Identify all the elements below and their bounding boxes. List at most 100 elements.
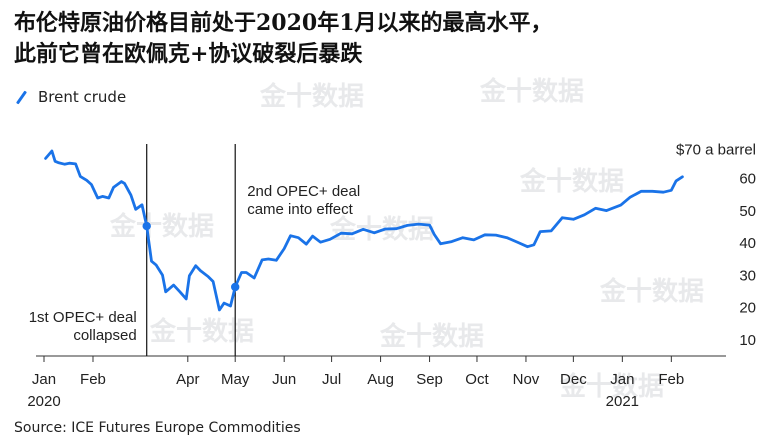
data-point [199, 269, 202, 272]
data-point [155, 264, 157, 266]
data-point [165, 291, 167, 293]
data-point [319, 241, 322, 243]
data-point [289, 235, 292, 237]
data-point [495, 234, 497, 236]
chart-title: 布伦特原油价格目前处于2020年1月以来的最高水平， 此前它曾在欧佩克+协议破裂… [14, 8, 764, 70]
data-point [297, 237, 300, 239]
x-tick-label-jul: Jul [322, 371, 341, 388]
watermark-text: 金十数据 [559, 371, 664, 402]
data-point [245, 271, 247, 274]
x-tick-label-feb: Feb [80, 371, 106, 388]
data-point [212, 280, 214, 283]
x-tick-label-nov: Nov [513, 371, 540, 388]
data-point [79, 175, 81, 178]
chart-title-line-2: 此前它曾在欧佩克+协议破裂后暴跌 [14, 41, 363, 67]
data-point [68, 162, 70, 164]
y-tick-label-20: 20 [739, 300, 756, 317]
data-point [550, 230, 552, 232]
data-point [97, 197, 99, 199]
watermark-text: 金十数据 [599, 276, 704, 307]
data-point [533, 244, 535, 246]
y-axis-unit-label: $70 a barrel [676, 142, 756, 159]
data-point [651, 190, 653, 192]
data-point [484, 234, 486, 236]
watermark-text: 金十数据 [519, 166, 624, 197]
event-label-2-line-1: 2nd OPEC+ deal [247, 183, 360, 200]
data-point [583, 214, 586, 216]
data-point [207, 276, 209, 278]
x-tick-label-jan: Jan [610, 371, 634, 388]
data-point [120, 180, 123, 183]
data-point [373, 232, 375, 234]
data-point [261, 259, 263, 261]
data-point [473, 239, 475, 241]
data-point [86, 179, 88, 181]
data-point [526, 246, 529, 248]
source-note: Source: ICE Futures Europe Commodities [14, 420, 301, 436]
x-tick-label-aug: Aug [367, 371, 394, 388]
data-point [451, 240, 453, 243]
y-tick-label-50: 50 [739, 203, 756, 220]
data-point [75, 163, 77, 165]
data-point [640, 190, 642, 192]
data-point [605, 210, 608, 212]
data-point [90, 183, 93, 186]
data-point [305, 243, 307, 245]
data-point [572, 218, 574, 220]
event-point-1 [142, 221, 151, 231]
watermark-text: 金十数据 [109, 211, 214, 242]
series-layer [44, 149, 684, 312]
data-point [229, 305, 232, 307]
data-point [218, 309, 221, 311]
x-tick-label-may: May [221, 371, 250, 388]
watermark-text: 金十数据 [479, 76, 584, 107]
event-point-2 [231, 282, 240, 292]
data-point [141, 204, 143, 206]
data-point [135, 208, 137, 210]
data-point [395, 228, 397, 230]
data-point [384, 228, 386, 230]
data-point [185, 298, 187, 300]
x-axis: Jan Feb Apr May Jun Jul Aug Sep Oct Nov Dec Jan Feb 2… [27, 355, 726, 410]
x-tick-label-feb: Feb [658, 371, 684, 388]
data-point [662, 191, 665, 193]
x-tick-label-jun: Jun [272, 371, 296, 388]
data-point [172, 284, 175, 286]
data-point [594, 207, 597, 209]
data-point [275, 259, 277, 261]
data-point [101, 195, 104, 198]
data-point [44, 157, 47, 159]
data-point [428, 224, 431, 226]
data-point [195, 265, 197, 267]
y-tick-label-60: 60 [739, 171, 756, 188]
data-point [312, 235, 314, 237]
x-tick-label-jan: Jan [32, 371, 56, 388]
watermark-text: 金十数据 [379, 321, 484, 352]
data-point [253, 277, 255, 279]
data-point [433, 233, 435, 236]
x-tick-label-oct: Oct [465, 371, 489, 388]
data-point [57, 161, 59, 164]
x-tick-label-dec: Dec [560, 371, 587, 388]
data-point [51, 150, 53, 152]
x-tick-label-sep: Sep [416, 371, 443, 388]
data-point [517, 241, 519, 244]
watermark-text: 金十数据 [149, 316, 254, 347]
data-point [108, 197, 110, 199]
event-label-2-line-2: came into effect [247, 201, 353, 218]
data-point [406, 224, 409, 227]
y-tick-label-40: 40 [739, 235, 756, 252]
data-point [462, 237, 464, 239]
data-point [351, 233, 353, 235]
y-axis-ticks: 10 20 30 40 50 60 [739, 171, 756, 349]
chart-title-line-1: 布伦特原油价格目前处于2020年1月以来的最高水平， [14, 10, 553, 36]
data-point [283, 248, 285, 250]
data-point [329, 238, 331, 240]
data-point [417, 223, 420, 225]
x-tick-label-apr: Apr [176, 371, 199, 388]
data-point [340, 232, 342, 234]
data-point [123, 182, 126, 185]
data-point [440, 243, 442, 245]
